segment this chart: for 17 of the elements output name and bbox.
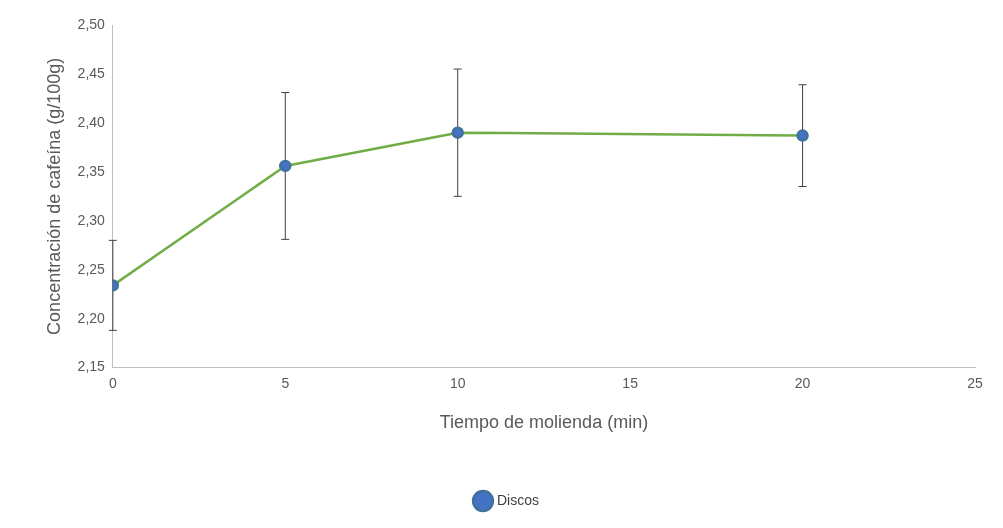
x-tick-label: 0 — [108, 374, 117, 391]
y-tick-label: 2,20 — [77, 309, 106, 326]
x-tick-label: 25 — [967, 374, 983, 391]
y-tick-label: 2,25 — [77, 260, 106, 277]
x-axis-title: Tiempo de molienda (min) — [439, 412, 649, 433]
x-tick-label: 20 — [794, 374, 811, 391]
x-tick-label: 5 — [281, 374, 290, 391]
y-tick-label: 2,40 — [77, 113, 106, 130]
x-tick-label: 15 — [622, 374, 639, 391]
x-tick-label: 10 — [449, 374, 466, 391]
legend-label: Discos — [497, 491, 540, 508]
y-tick-label: 2,35 — [77, 162, 106, 179]
y-tick-label: 2,15 — [77, 358, 106, 375]
y-tick-label: 2,30 — [77, 211, 106, 228]
y-tick-label: 2,45 — [77, 64, 106, 81]
y-tick-label: 2,50 — [77, 15, 106, 32]
y-axis-title: Concentración de cafeína (g/100g) — [43, 57, 64, 335]
